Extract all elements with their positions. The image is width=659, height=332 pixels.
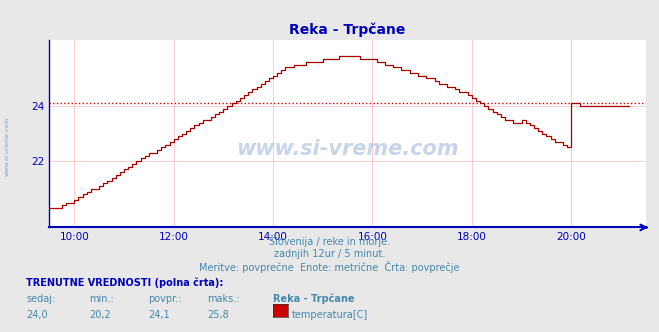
Text: maks.:: maks.: bbox=[208, 294, 240, 304]
Text: sedaj:: sedaj: bbox=[26, 294, 55, 304]
Text: 25,8: 25,8 bbox=[208, 310, 229, 320]
Text: TRENUTNE VREDNOSTI (polna črta):: TRENUTNE VREDNOSTI (polna črta): bbox=[26, 277, 224, 288]
Text: temperatura[C]: temperatura[C] bbox=[292, 310, 368, 320]
Text: Meritve: povprečne  Enote: metrične  Črta: povprečje: Meritve: povprečne Enote: metrične Črta:… bbox=[199, 261, 460, 273]
Text: povpr.:: povpr.: bbox=[148, 294, 182, 304]
Text: 20,2: 20,2 bbox=[89, 310, 111, 320]
Text: Reka - Trpčane: Reka - Trpčane bbox=[273, 294, 355, 304]
Text: 24,1: 24,1 bbox=[148, 310, 170, 320]
Title: Reka - Trpčane: Reka - Trpčane bbox=[289, 23, 406, 37]
Text: min.:: min.: bbox=[89, 294, 114, 304]
Text: 24,0: 24,0 bbox=[26, 310, 48, 320]
Text: www.si-vreme.com: www.si-vreme.com bbox=[5, 116, 10, 176]
Text: www.si-vreme.com: www.si-vreme.com bbox=[237, 139, 459, 159]
Text: zadnjih 12ur / 5 minut.: zadnjih 12ur / 5 minut. bbox=[273, 249, 386, 259]
Text: Slovenija / reke in morje.: Slovenija / reke in morje. bbox=[269, 237, 390, 247]
